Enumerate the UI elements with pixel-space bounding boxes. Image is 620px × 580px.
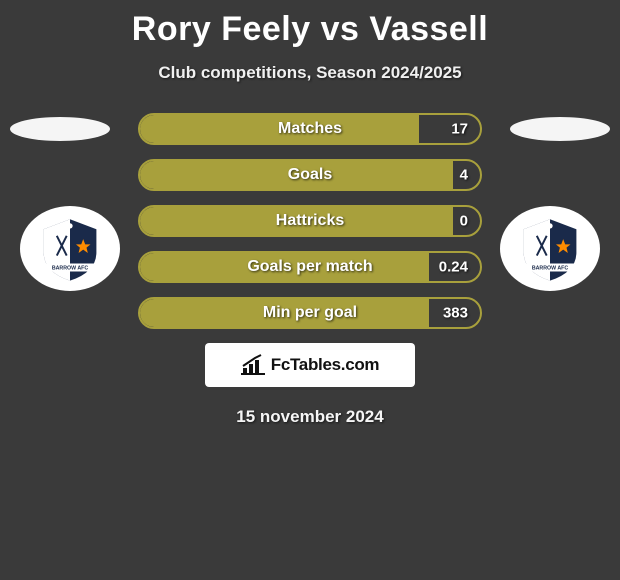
stat-bars: Matches 17 Goals 4 Hattricks 0 Goals per… (138, 113, 482, 329)
stat-row: Matches 17 (138, 113, 482, 145)
date-label: 15 november 2024 (0, 407, 620, 427)
player-right-club-badge: BARROW AFC (500, 206, 600, 291)
club-shield-icon: BARROW AFC (37, 216, 103, 282)
stat-label: Matches (278, 120, 342, 138)
stat-value: 17 (451, 121, 468, 138)
brand-label: FcTables.com (271, 355, 380, 375)
brand-box[interactable]: FcTables.com (205, 343, 415, 387)
player-left-avatar-slot (10, 117, 110, 141)
stat-row: Min per goal 383 (138, 297, 482, 329)
page-title: Rory Feely vs Vassell (0, 0, 620, 49)
stat-label: Goals per match (247, 258, 372, 276)
stat-row: Goals per match 0.24 (138, 251, 482, 283)
stat-label: Min per goal (263, 304, 357, 322)
club-shield-icon: BARROW AFC (517, 216, 583, 282)
stat-value: 4 (460, 167, 468, 184)
stat-value: 383 (443, 305, 468, 322)
svg-text:BARROW AFC: BARROW AFC (532, 265, 569, 271)
svg-text:BARROW AFC: BARROW AFC (52, 265, 89, 271)
stat-row: Hattricks 0 (138, 205, 482, 237)
comparison-stage: BARROW AFC BARROW AFC Matches 17 Goals (0, 113, 620, 427)
brand-chart-icon (241, 354, 267, 376)
player-right-avatar-slot (510, 117, 610, 141)
stat-value: 0 (460, 213, 468, 230)
stat-label: Goals (288, 166, 332, 184)
page-subtitle: Club competitions, Season 2024/2025 (0, 63, 620, 83)
stat-row: Goals 4 (138, 159, 482, 191)
player-left-club-badge: BARROW AFC (20, 206, 120, 291)
stat-label: Hattricks (276, 212, 344, 230)
stat-value: 0.24 (439, 259, 468, 276)
